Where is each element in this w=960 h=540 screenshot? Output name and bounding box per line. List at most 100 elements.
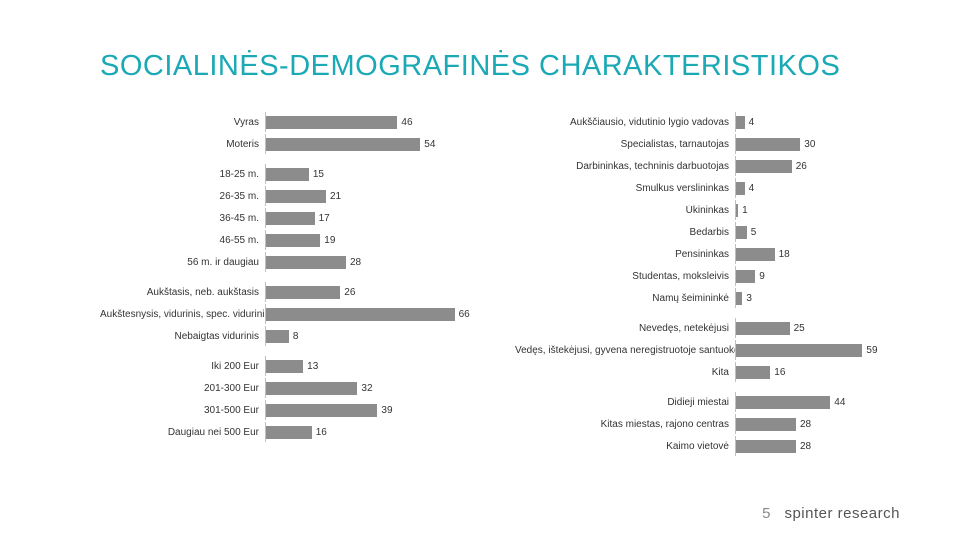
row-label: 36-45 m. (100, 213, 265, 224)
bar-area: 5 (736, 222, 890, 242)
bar (736, 204, 738, 217)
brand-logo: spinter research (784, 505, 900, 522)
row-label: Iki 200 Eur (100, 361, 265, 372)
row-label: Vedęs, ištekėjusi, gyvena neregistruotoj… (515, 345, 735, 356)
bar-area: 8 (266, 326, 475, 346)
bar-value: 30 (804, 139, 815, 150)
row-label: 56 m. ir daugiau (100, 257, 265, 268)
bar-value: 28 (800, 441, 811, 452)
bar-row: Didieji miestai44 (515, 392, 890, 412)
bar-value: 17 (319, 213, 330, 224)
bar (736, 226, 747, 239)
row-label: Darbininkas, techninis darbuotojas (515, 161, 735, 172)
bar-row: Pensininkas 18 (515, 244, 890, 264)
bar-area: 13 (266, 356, 475, 376)
bar-value: 13 (307, 361, 318, 372)
row-label: 46-55 m. (100, 235, 265, 246)
bar-value: 8 (293, 331, 299, 342)
bar-row: Kitas miestas, rajono centras28 (515, 414, 890, 434)
bar (736, 396, 830, 409)
footer: 5 spinter research (762, 505, 900, 522)
bar-row: Vedęs, ištekėjusi, gyvena neregistruotoj… (515, 340, 890, 360)
bar-row: Bedarbis 5 (515, 222, 890, 242)
chart-group: Aukščiausio, vidutinio lygio vadovas 4 Spe… (515, 112, 890, 310)
bar (736, 344, 862, 357)
bar-row: Iki 200 Eur 13 (100, 356, 475, 376)
bar-value: 25 (794, 323, 805, 334)
bar (736, 418, 796, 431)
chart-group: Iki 200 Eur13201-300 Eur32301-500 Eur39D… (100, 356, 475, 444)
bar-value: 5 (751, 227, 757, 238)
row-label: 18-25 m. (100, 169, 265, 180)
bar-area: 26 (736, 156, 890, 176)
row-label: Pensininkas (515, 249, 735, 260)
bar (266, 212, 315, 225)
bar-area: 25 (736, 318, 890, 338)
bar-row: Namų šeimininkė3 (515, 288, 890, 308)
row-label: Nevedęs, netekėjusi (515, 323, 735, 334)
bar (266, 426, 312, 439)
bar (736, 138, 800, 151)
bar-row: 46-55 m.19 (100, 230, 475, 250)
bar-row: Kita 16 (515, 362, 890, 382)
bar-value: 9 (759, 271, 765, 282)
bar-area: 54 (266, 134, 475, 154)
bar (266, 382, 357, 395)
bar-area: 16 (266, 422, 475, 442)
bar-row: Specialistas, tarnautojas30 (515, 134, 890, 154)
bar-value: 54 (424, 139, 435, 150)
bar-value: 15 (313, 169, 324, 180)
bar-row: Kaimo vietovė28 (515, 436, 890, 456)
bar (736, 292, 742, 305)
bar (266, 234, 320, 247)
row-label: Aukštasis, neb. aukštasis (100, 287, 265, 298)
bar-row: Moteris54 (100, 134, 475, 154)
bar-area: 4 (736, 178, 890, 198)
bar (266, 168, 309, 181)
bar-value: 66 (459, 309, 470, 320)
bar-row: Darbininkas, techninis darbuotojas26 (515, 156, 890, 176)
row-label: Bedarbis (515, 227, 735, 238)
row-label: 26-35 m. (100, 191, 265, 202)
bar-value: 26 (344, 287, 355, 298)
page-title: SOCIALINĖS-DEMOGRAFINĖS CHARAKTERISTIKOS (100, 50, 840, 83)
bar-area: 17 (266, 208, 475, 228)
row-label: Aukštesnysis, vidurinis, spec. vidurinis (100, 309, 265, 320)
row-label: Smulkus verslininkas (515, 183, 735, 194)
bar-value: 4 (749, 183, 755, 194)
bar-row: 18-25 m. 15 (100, 164, 475, 184)
bar-area: 21 (266, 186, 475, 206)
bar-row: Nebaigtas vidurinis 8 (100, 326, 475, 346)
bar-area: 44 (736, 392, 890, 412)
bar (266, 404, 377, 417)
bar (266, 360, 303, 373)
bar-area: 28 (266, 252, 475, 272)
bar-row: Nevedęs, netekėjusi 25 (515, 318, 890, 338)
bar-area: 4 (736, 112, 890, 132)
bar-row: 36-45 m. 17 (100, 208, 475, 228)
bar-area: 26 (266, 282, 475, 302)
bar-row: 56 m. ir daugiau 28 (100, 252, 475, 272)
row-label: Nebaigtas vidurinis (100, 331, 265, 342)
chart-group: Vyras46Moteris54 (100, 112, 475, 156)
page-number: 5 (762, 505, 770, 522)
bar-value: 28 (350, 257, 361, 268)
bar-area: 16 (736, 362, 890, 382)
bar-row: 26-35 m. 21 (100, 186, 475, 206)
bar-value: 16 (774, 367, 785, 378)
bar-value: 18 (779, 249, 790, 260)
bar-value: 21 (330, 191, 341, 202)
bar-area: 30 (736, 134, 890, 154)
bar-row: Vyras46 (100, 112, 475, 132)
bar-row: 201-300 Eur32 (100, 378, 475, 398)
bar-row: Aukštesnysis, vidurinis, spec. vidurinis… (100, 304, 475, 324)
row-label: Kita (515, 367, 735, 378)
bar-row: 301-500 Eur39 (100, 400, 475, 420)
row-label: Aukščiausio, vidutinio lygio vadovas (515, 117, 735, 128)
bar-value: 4 (749, 117, 755, 128)
row-label: 301-500 Eur (100, 405, 265, 416)
bar-area: 46 (266, 112, 475, 132)
bar-value: 16 (316, 427, 327, 438)
bar-area: 15 (266, 164, 475, 184)
bar-area: 59 (736, 340, 890, 360)
